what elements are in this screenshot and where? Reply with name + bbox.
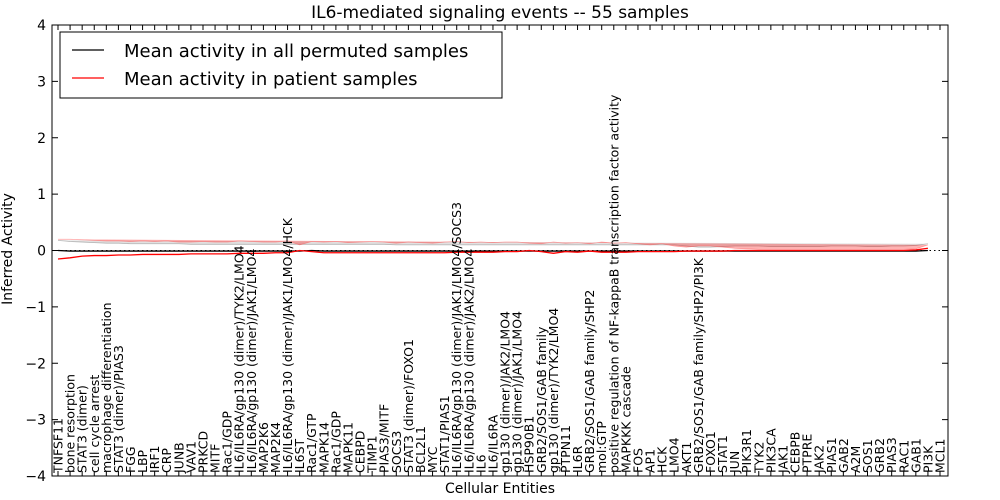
y-tick-label: 4 [37,18,46,34]
x-tick-label: STAT3 (dimer)/PIAS3 [111,345,126,473]
x-tick-label: HCK [655,446,670,473]
x-tick-label: HSP90B1 [522,416,537,473]
y-tick-label: −3 [25,413,46,429]
x-tick-label: PIAS3 [884,437,899,473]
x-tick-label: JAK1 [775,445,790,474]
x-tick-label: MITF [208,444,223,473]
x-tick-label: positive regulation of NF-kappaB transcr… [606,94,621,473]
legend-label-patient: Mean activity in patient samples [124,69,418,90]
x-tick-label: Rac1/GDP [328,411,343,473]
x-tick-label: CEBPD [353,431,368,473]
series-lines [57,247,929,260]
y-axis: 4 3 2 1 0 −1 −2 −3 −4 [25,18,948,485]
x-tick-label: IL6R [570,445,585,473]
x-tick-label: macrophage differentiation [99,302,114,473]
x-axis-label: Cellular Entities [445,481,555,497]
x-tick-label: IL6/IL6RA/gp130 (dimer)/JAK1/LMO4 [244,249,259,473]
legend-label-permuted: Mean activity in all permuted samples [124,41,468,62]
x-tick-label: Rac1/GDP [220,411,235,473]
x-tick-label: JUN [727,451,742,474]
x-tick-label: PTPRE [800,434,815,473]
y-tick-label: 0 [37,244,46,260]
legend: Mean activity in all permuted samples Me… [59,31,503,99]
x-tick-label: PIAS1 [824,437,839,473]
x-tick-label: MAPK14 [316,422,331,473]
x-tick-label: bone resorption [63,374,78,473]
patient-band [58,238,929,250]
x-tick-label: Rac1/GTP [304,413,319,473]
x-tick-label: GRB2/SOS1/GAB family/SHP2 [582,290,597,473]
x-tick-label: STAT1 [715,435,730,473]
x-tick-label: RAC1 [896,440,911,473]
x-tick-label: STAT3 (dimer) [75,385,90,473]
x-tick-label: cell cycle arrest [87,375,102,473]
x-tick-label: GAB2 [836,438,851,473]
x-tick-label: MAP2K4 [268,422,283,473]
x-tick-label: MAP2K6 [256,422,271,473]
x-tick-label: JUNB [171,442,186,474]
x-tick-label: SOCS3 [389,431,404,473]
x-tick-label: VAV1 [183,441,198,473]
x-tick-label: AP1 [643,449,658,473]
confidence-bands [57,238,929,250]
x-tick-label: TYK2 [751,442,766,474]
x-tick-label: FOS [630,448,645,473]
y-tick-label: −2 [25,356,46,372]
x-tick-label: IL6ST [292,438,307,473]
x-tick-label: LMO4 [667,437,682,473]
x-tick-label: GRB2/SOS1/GAB family/SHP2/PI3K [691,257,706,473]
x-tick-label: TNFSF11 [51,418,66,474]
x-tick-label: A2M [848,446,863,473]
patient-mean-line [57,247,929,260]
y-tick-label: −1 [25,300,46,316]
x-tick-label: IL6/IL6RA [485,414,500,473]
y-axis-label: Inferred Activity [0,193,16,305]
x-tick-label: MAPK11 [340,422,355,473]
x-tick-label: gp130 (dimer)/JAK2/LMO4 [498,311,513,473]
x-tick-label: STAT3 (dimer)/FOXO1 [401,339,416,473]
x-tick-label: GAB1 [908,438,923,473]
y-tick-label: 3 [37,74,46,90]
x-tick-label: LBP [135,449,150,473]
x-tick-label: JAK2 [812,445,827,474]
x-tick-label: GRB2 [872,438,887,473]
x-tick-label: mol:GTP [594,421,609,473]
x-tick-label: IL6/IL6RA/gp130 (dimer)/JAK1/LMO4/HCK [280,217,295,473]
x-tick-label: SOS1 [860,439,875,473]
x-tick-label: IL6/IL6RA/gp130 (dimer)/JAK1/LMO4/SOCS3 [449,202,464,473]
x-tick-label: AKT1 [679,442,694,473]
x-tick-label: STAT1/PIAS1 [437,395,452,473]
x-tick-label: PIAS3/MITF [377,404,392,473]
x-tick-label: GRB2/SOS1/GAB family [534,326,549,473]
x-tick-label: FOXO1 [703,431,718,473]
x-tick-label: FGG [123,446,138,473]
x-tick-label: IRF1 [147,445,162,473]
x-tick-label: PI3K [920,445,935,473]
x-tick-label: CEBPB [788,432,803,473]
y-tick-label: −4 [25,469,46,485]
x-tick-label: IL6/IL6RA/gp130 (dimer)/JAK2/LMO4 [461,249,476,473]
x-tick-label: MAPKKK cascade [618,366,633,473]
x-tick-label: CRP [159,448,174,473]
x-tick-label: gp130 (dimer)/TYK2/LMO4 [546,308,561,473]
y-tick-label: 1 [37,187,46,203]
x-tick-label: PIK3CA [763,428,778,473]
y-tick-label: 2 [37,131,46,147]
x-tick-label: PIK3R1 [739,429,754,473]
x-tick-label: PRKCD [195,431,210,473]
x-tick-label: IL6 [473,454,488,473]
x-tick-label: MYC [425,446,440,473]
x-tick-label: PTPN11 [558,425,573,473]
legend-box [59,31,503,99]
x-tick-label: TIMP1 [365,435,380,474]
x-tick-label: IL6/IL6RA/gp130 (dimer)/TYK2/LMO4 [232,245,247,473]
x-tick-label: BCL2L1 [413,426,428,473]
x-tick-label: MCL1 [933,439,948,473]
x-tick-label: gp130 (dimer)/JAK1/LMO4 [510,311,525,473]
chart-title: IL6-mediated signaling events -- 55 samp… [311,3,689,23]
